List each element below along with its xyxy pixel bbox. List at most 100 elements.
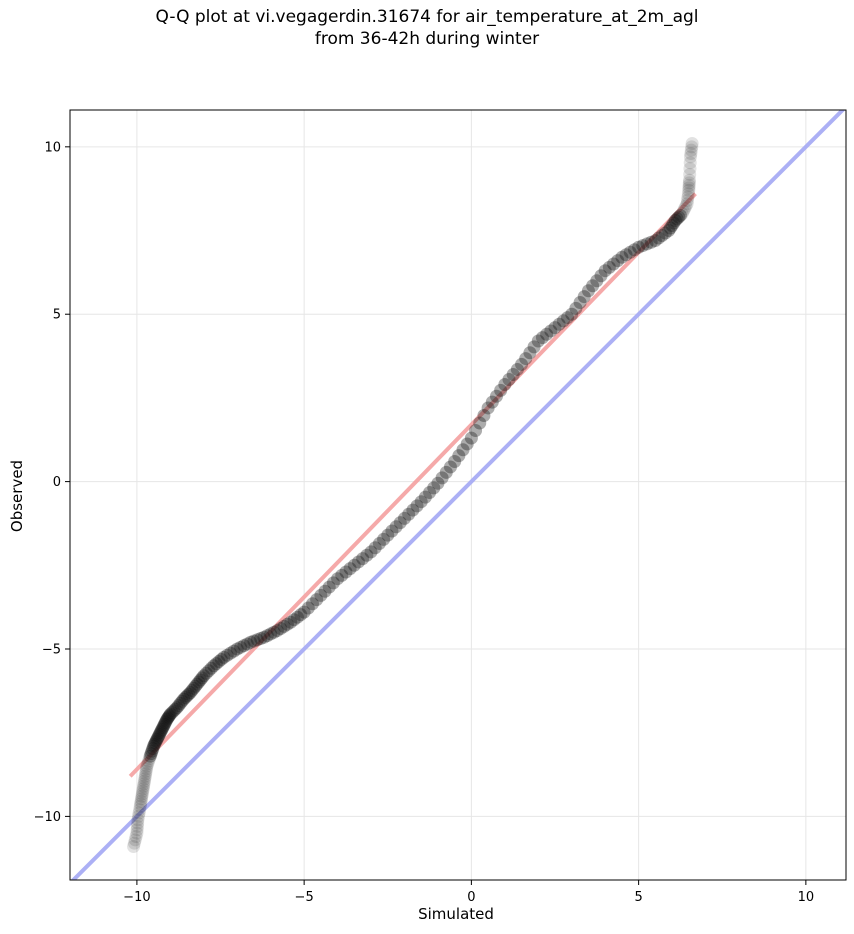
qq-point <box>535 331 549 345</box>
qq-point <box>163 709 177 723</box>
qq-point <box>322 580 336 594</box>
qq-point <box>227 644 241 658</box>
qq-point <box>202 664 216 678</box>
qq-point <box>569 301 583 315</box>
qq-point <box>142 752 156 766</box>
qq-point <box>146 742 160 756</box>
qq-point <box>377 532 391 546</box>
qq-point <box>172 698 186 712</box>
qq-point <box>188 679 202 693</box>
qq-point <box>280 617 294 631</box>
qq-point <box>247 634 261 648</box>
qq-point <box>556 314 570 328</box>
y-tick-label: −5 <box>42 643 61 658</box>
qq-point <box>682 178 696 192</box>
qq-point <box>270 624 284 638</box>
qq-point <box>155 722 169 736</box>
qq-point <box>477 408 491 422</box>
qq-point <box>640 237 654 251</box>
qq-point <box>331 572 345 586</box>
qq-point <box>145 744 159 758</box>
qq-point <box>137 777 151 791</box>
qq-point <box>144 747 158 761</box>
qq-point <box>134 797 148 811</box>
qq-point <box>632 240 646 254</box>
qq-point <box>137 779 151 793</box>
qq-point <box>343 562 357 576</box>
qq-point <box>237 639 251 653</box>
qq-point <box>682 181 696 195</box>
qq-point <box>142 754 156 768</box>
qq-point <box>356 552 370 566</box>
qq-point <box>627 243 641 257</box>
axes-frame <box>69 109 847 881</box>
qq-point <box>406 503 420 517</box>
qq-point <box>128 833 142 847</box>
qq-point <box>190 677 204 691</box>
qq-point <box>427 481 441 495</box>
qq-point <box>150 732 164 746</box>
x-tick-label: 10 <box>798 890 815 905</box>
qq-point <box>456 443 470 457</box>
qq-point <box>257 630 271 644</box>
qq-point <box>489 389 503 403</box>
qq-point <box>381 528 395 542</box>
qq-point <box>130 819 144 833</box>
qq-point <box>665 219 679 232</box>
identity-line <box>70 110 846 880</box>
qq-point <box>318 584 332 598</box>
qq-point <box>214 652 228 666</box>
qq-point <box>506 367 520 381</box>
qq-point <box>314 588 328 602</box>
qq-point <box>212 655 226 669</box>
qq-point <box>544 324 558 338</box>
qq-point <box>448 455 462 469</box>
qq-point <box>397 511 411 525</box>
qq-point <box>469 424 483 438</box>
qq-point <box>351 555 365 569</box>
qq-point <box>136 782 150 796</box>
qq-point <box>577 290 591 304</box>
qq-point <box>162 710 176 724</box>
qq-point <box>652 231 666 245</box>
qq-point <box>207 659 221 673</box>
chart-title: Q-Q plot at vi.vegagerdin.31674 for air_… <box>0 6 854 50</box>
x-axis-label: Simulated <box>418 905 494 923</box>
qq-point <box>158 716 172 730</box>
x-tick-label: 0 <box>467 890 475 905</box>
qq-point <box>590 274 604 288</box>
x-tick-label: −5 <box>295 890 314 905</box>
qq-point <box>290 610 304 624</box>
qq-point <box>326 576 340 590</box>
qq-point <box>197 669 211 683</box>
qq-point <box>431 476 445 490</box>
qq-point <box>131 813 145 827</box>
qq-point <box>180 689 194 703</box>
qq-point <box>682 173 696 187</box>
points-layer <box>127 136 699 854</box>
qq-point <box>274 621 288 635</box>
qq-point <box>310 593 324 607</box>
qq-point <box>138 772 152 786</box>
qq-point <box>230 642 244 656</box>
qq-point <box>531 334 545 348</box>
qq-point <box>439 465 453 479</box>
lines-layer <box>70 110 846 880</box>
grid-layer <box>70 110 846 880</box>
qq-point <box>170 701 184 715</box>
qq-point <box>523 346 537 360</box>
qq-point <box>165 706 179 720</box>
qq-point <box>141 757 155 771</box>
qq-point <box>149 734 163 748</box>
y-tick-label: −10 <box>34 810 61 825</box>
qq-point <box>185 683 199 697</box>
qq-point <box>683 162 697 176</box>
qq-point <box>254 632 268 646</box>
qq-point <box>452 449 466 463</box>
qq-point <box>418 490 432 504</box>
qq-point <box>460 437 474 451</box>
qq-point <box>494 383 508 397</box>
qq-point <box>137 774 151 788</box>
qq-point <box>136 784 150 798</box>
qq-point <box>130 823 144 837</box>
